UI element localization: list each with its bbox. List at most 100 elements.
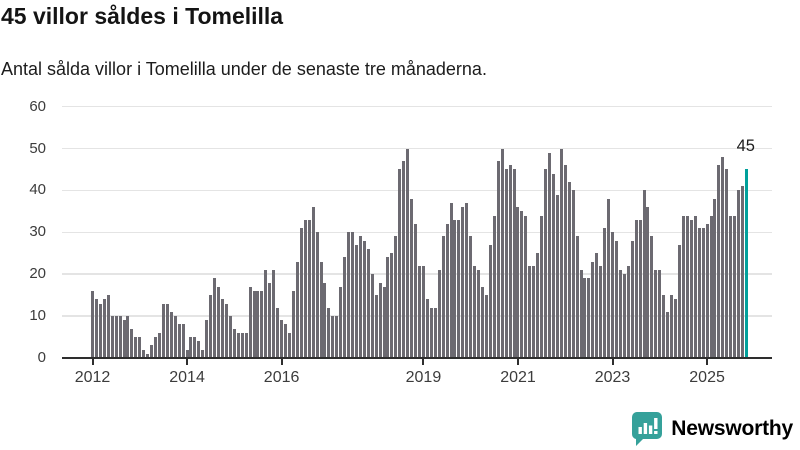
- bar: [630, 240, 634, 358]
- y-axis-label: 10: [29, 307, 46, 325]
- bar: [189, 337, 193, 358]
- bar: [98, 303, 102, 358]
- bar: [295, 261, 299, 358]
- bar: [670, 295, 674, 358]
- bar: [508, 165, 512, 358]
- y-axis-label: 20: [29, 265, 46, 283]
- bar: [540, 215, 544, 358]
- bar: [425, 299, 429, 358]
- bar: [469, 236, 473, 358]
- bar: [614, 240, 618, 358]
- y-axis-label: 0: [37, 349, 46, 366]
- bar: [130, 328, 134, 358]
- newsworthy-icon: [630, 411, 663, 447]
- x-axis-tick: [422, 359, 425, 366]
- bar: [327, 307, 331, 358]
- bar: [674, 299, 678, 358]
- gridline: [62, 147, 772, 150]
- x-axis-tick: [91, 359, 94, 366]
- bar: [157, 332, 161, 358]
- bar: [185, 349, 189, 358]
- bar: [256, 290, 260, 358]
- bar: [563, 165, 567, 358]
- bar: [717, 165, 721, 358]
- bar: [354, 244, 358, 358]
- x-axis-label: 2025: [689, 369, 725, 386]
- bar: [386, 257, 390, 358]
- x-axis-line: [62, 357, 772, 360]
- bar: [595, 253, 599, 358]
- bar: [709, 215, 713, 358]
- bar: [311, 207, 315, 358]
- bar: [228, 316, 232, 358]
- newsworthy-wordmark: Newsworthy: [671, 417, 793, 440]
- bar: [347, 232, 351, 358]
- bar: [579, 270, 583, 358]
- bar: [638, 219, 642, 358]
- bar: [150, 345, 154, 358]
- x-axis-label: 2016: [263, 369, 300, 386]
- bar: [331, 316, 335, 358]
- bar: [441, 236, 445, 358]
- bar: [642, 190, 646, 358]
- bar: [335, 316, 339, 358]
- bar: [209, 295, 213, 358]
- bar: [165, 303, 169, 358]
- bar: [343, 257, 347, 358]
- bar: [548, 152, 551, 358]
- bar: [248, 286, 252, 358]
- bar: [264, 270, 268, 358]
- bar: [461, 207, 465, 358]
- bar: [453, 219, 457, 358]
- page-title: 45 villor såldes i Tomelilla: [1, 3, 284, 29]
- bar: [603, 228, 607, 358]
- bar: [634, 219, 638, 358]
- bar: [544, 169, 548, 358]
- bar: [303, 219, 307, 358]
- bar: [126, 316, 130, 358]
- bar: [339, 286, 343, 358]
- bar: [689, 219, 693, 358]
- bar: [134, 337, 138, 358]
- bar: [429, 307, 433, 358]
- bar: [725, 169, 729, 358]
- bar: [169, 311, 173, 358]
- bar: [240, 332, 244, 358]
- bar: [205, 320, 209, 358]
- bar: [268, 282, 272, 358]
- y-axis-label: 30: [29, 223, 46, 241]
- bar: [532, 265, 536, 358]
- bar: [599, 265, 603, 358]
- bar: [559, 148, 563, 358]
- bar: [681, 215, 685, 358]
- bar: [197, 341, 201, 358]
- bar: [611, 232, 615, 358]
- bar: [362, 240, 366, 358]
- bar: [181, 324, 185, 358]
- bar: [394, 236, 398, 358]
- bar: [213, 278, 217, 358]
- bar: [705, 223, 709, 358]
- bar: [142, 349, 146, 358]
- x-axis-tick: [186, 359, 189, 366]
- bar: [146, 353, 150, 358]
- bar: [351, 232, 355, 358]
- bar: [284, 324, 288, 358]
- bar: [484, 295, 488, 358]
- gridline: [62, 105, 772, 108]
- bar: [433, 307, 437, 358]
- bar: [473, 265, 477, 358]
- bar: [449, 202, 453, 358]
- bar: [315, 232, 319, 358]
- y-axis-label: 60: [29, 97, 46, 115]
- bar: [91, 290, 94, 358]
- newsworthy-logo: Newsworthy: [630, 411, 793, 447]
- x-axis-label: 2012: [74, 369, 111, 386]
- bar: [477, 270, 481, 358]
- highlighted-bar: [744, 169, 748, 358]
- bar: [406, 148, 410, 358]
- bar: [94, 299, 98, 358]
- bar: [374, 295, 378, 358]
- bar: [154, 337, 158, 358]
